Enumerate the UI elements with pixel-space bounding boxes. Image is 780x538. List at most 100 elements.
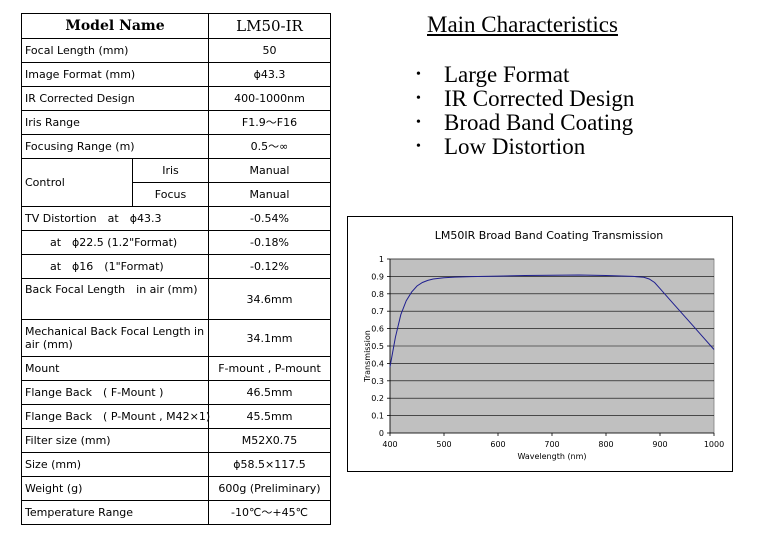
y-tick-label: 0 (379, 429, 384, 438)
list-item: • Broad Band Coating (416, 111, 634, 135)
y-tick-label: 0.9 (371, 272, 384, 281)
y-tick-label: 1 (379, 255, 384, 264)
row-label: at ϕ16 (1"Format) (21, 254, 209, 279)
row-label: TV Distortion at ϕ43.3 (21, 206, 209, 231)
row-value: 45.5mm (208, 404, 331, 429)
y-tick-label: 0.2 (371, 394, 384, 403)
row-value: ϕ43.3 (208, 62, 331, 87)
table-row: TV Distortion at ϕ43.3 -0.54% (21, 206, 331, 231)
row-label: Filter size (mm) (21, 428, 209, 453)
table-row: Mechanical Back Focal Length in air (mm)… (21, 319, 331, 357)
list-item-label: Broad Band Coating (444, 110, 634, 135)
x-tick-label: 600 (490, 440, 505, 449)
row-value: 0.5～∞ (208, 134, 331, 159)
row-value: 400-1000nm (208, 86, 331, 111)
y-tick-label: 0.8 (371, 290, 384, 299)
bullet-icon: • (416, 139, 421, 154)
row-value: -0.18% (208, 230, 331, 255)
row-label: Iris Range (21, 110, 209, 135)
y-tick-label: 0.5 (371, 342, 384, 351)
x-tick-label: 1000 (704, 440, 724, 449)
grid-layer (390, 258, 714, 416)
row-value: ϕ58.5×117.5 (208, 452, 331, 477)
list-item: • Low Distortion (416, 135, 634, 159)
control-label: Control (21, 158, 133, 207)
x-tick-label: 800 (598, 440, 613, 449)
row-label: Focusing Range (m) (21, 134, 209, 159)
control-iris-label: Iris (132, 158, 209, 183)
control-iris-value: Manual (208, 158, 331, 183)
row-label: at ϕ22.5 (1.2"Format) (21, 230, 209, 255)
row-value: 600g (Preliminary) (208, 476, 331, 501)
header-model: LM50-IR (208, 13, 331, 39)
row-label: IR Corrected Design (21, 86, 209, 111)
row-label: Weight (g) (21, 476, 209, 501)
row-value: -0.54% (208, 206, 331, 231)
row-label: Flange Back ( F-Mount ) (21, 380, 209, 405)
list-item-label: Low Distortion (444, 134, 586, 159)
row-value: -0.12% (208, 254, 331, 279)
row-label: Back Focal Length in air (mm) (21, 278, 209, 320)
row-value: 50 (208, 38, 331, 63)
y-tick-label: 0.3 (371, 377, 384, 386)
table-row: Temperature Range -10℃～+45℃ (21, 500, 331, 525)
x-axis-label: Wavelength (nm) (517, 452, 586, 461)
row-label: Image Format (mm) (21, 62, 209, 87)
table-row: Model Name LM50-IR (21, 13, 331, 39)
table-row: Mount F-mount , P-mount (21, 356, 331, 381)
characteristics-list: • Large Format • IR Corrected Design • Broa… (416, 63, 634, 159)
table-row: Filter size (mm) M52X0.75 (21, 428, 331, 453)
y-tick-label: 0.4 (371, 359, 384, 368)
bullet-icon: • (416, 67, 421, 82)
table-row: Image Format (mm) ϕ43.3 (21, 62, 331, 87)
row-label: Temperature Range (21, 500, 209, 525)
table-row: Back Focal Length in air (mm) 34.6mm (21, 278, 331, 320)
table-row: Focus Manual (22, 182, 331, 207)
x-tick-label: 700 (544, 440, 559, 449)
y-tick-label: 0.6 (371, 325, 384, 334)
row-value: 34.6mm (208, 278, 331, 320)
series-line (389, 274, 715, 367)
table-row: Control Iris Manual (21, 158, 331, 207)
row-value: F1.9～F16 (208, 110, 331, 135)
table-row: Iris Range F1.9～F16 (21, 110, 331, 135)
row-label: Mount (21, 356, 209, 381)
table-row: at ϕ16 (1"Format) -0.12% (21, 254, 331, 279)
control-focus-value: Manual (208, 182, 331, 207)
x-tick-label: 400 (382, 440, 397, 449)
list-item-label: Large Format (444, 62, 570, 87)
row-value: 34.1mm (208, 319, 331, 357)
axis-layer: 0 0.1 0.2 0.3 0.4 0.5 0.6 0.7 0.8 0.9 1 400 500 600 70… (371, 255, 724, 449)
row-label: Focal Length (mm) (21, 38, 209, 63)
spec-table: Model Name LM50-IR Focal Length (mm) 50 … (21, 13, 331, 525)
table-row: Size (mm) ϕ58.5×117.5 (21, 452, 331, 477)
table-row: Weight (g) 600g (Preliminary) (21, 476, 331, 501)
table-row: Flange Back ( P-Mount , M42×1) 45.5mm (21, 404, 331, 429)
characteristics-title: Main Characteristics (427, 12, 618, 37)
chart-svg: LM50IR Broad Band Coating Transmission 0… (363, 229, 724, 461)
chart-title: LM50IR Broad Band Coating Transmission (435, 229, 664, 242)
control-focus-label: Focus (132, 182, 209, 207)
row-label: Size (mm) (21, 452, 209, 477)
list-item: • IR Corrected Design (416, 87, 634, 111)
x-tick-label: 500 (436, 440, 451, 449)
y-tick-label: 0.7 (371, 307, 384, 316)
table-row: Focal Length (mm) 50 (21, 38, 331, 63)
table-row: Flange Back ( F-Mount ) 46.5mm (21, 380, 331, 405)
row-label: Mechanical Back Focal Length in air (mm) (21, 319, 209, 357)
x-tick-label: 900 (652, 440, 667, 449)
y-axis-label: Transmission (363, 330, 372, 383)
row-value: -10℃～+45℃ (208, 500, 331, 525)
row-value: F-mount , P-mount (208, 356, 331, 381)
table-row: Focusing Range (m) 0.5～∞ (21, 134, 331, 159)
bullet-icon: • (416, 91, 421, 106)
list-item-label: IR Corrected Design (444, 86, 635, 111)
table-row: at ϕ22.5 (1.2"Format) -0.18% (21, 230, 331, 255)
row-value: 46.5mm (208, 380, 331, 405)
table-row: IR Corrected Design 400-1000nm (21, 86, 331, 111)
bullet-icon: • (416, 115, 421, 130)
list-item: • Large Format (416, 63, 634, 87)
row-value: M52X0.75 (208, 428, 331, 453)
row-label: Flange Back ( P-Mount , M42×1) (21, 404, 210, 429)
header-label: Model Name (21, 13, 209, 39)
